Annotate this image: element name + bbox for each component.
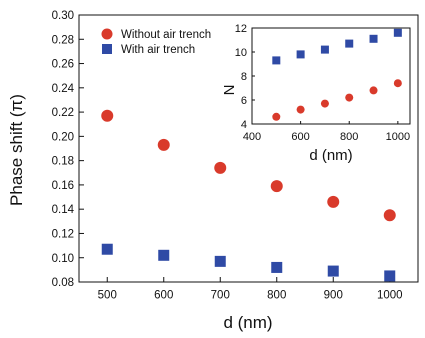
legend-marker-square — [102, 44, 112, 54]
inset-x-tick-label: 600 — [291, 131, 309, 143]
main-y-axis-label: Phase shift (π) — [7, 94, 26, 206]
inset-x-tick-label: 400 — [243, 131, 261, 143]
main-x-tick-label: 600 — [154, 290, 173, 302]
main-plot: 0.08 0.10 0.12 0.14 0.16 0.18 0.20 0.22 0.24 0.26… — [7, 10, 419, 332]
main-plot-frame — [78, 14, 419, 283]
inset-y-axis-label: N — [221, 85, 238, 96]
inset-y-tick-label: 8 — [241, 71, 247, 83]
main-series-1-point-3 — [271, 261, 283, 273]
inset-series-0-point-5 — [393, 28, 402, 37]
main-data-points — [101, 109, 396, 282]
inset-y-tick-label: 10 — [235, 47, 247, 59]
main-series-1-point-0 — [101, 243, 113, 255]
inset-plot-frame — [251, 27, 411, 125]
inset-x-tick-label: 1000 — [386, 131, 410, 143]
inset-series-1-point-2 — [320, 99, 329, 108]
main-x-axis-label: d (nm) — [223, 313, 272, 332]
main-y-tick-label: 0.08 — [52, 277, 74, 289]
main-y-tick-label: 0.30 — [52, 10, 74, 22]
main-series-1-point-4 — [327, 265, 339, 277]
main-y-ticks: 0.08 0.10 0.12 0.14 0.16 0.18 0.20 0.22 0.24 0.26… — [52, 10, 84, 289]
main-x-ticks: 500 600 700 800 900 1000 — [98, 277, 403, 302]
main-series-0-point-1 — [157, 138, 170, 151]
inset-series-1-point-5 — [393, 79, 402, 88]
main-series-0-point-5 — [383, 209, 396, 222]
inset-x-axis-label: d (nm) — [309, 147, 352, 164]
main-series-1-point-1 — [158, 249, 170, 261]
legend-marker-circle — [101, 28, 113, 40]
inset-series-1-point-1 — [296, 105, 305, 114]
inset-series-0-point-0 — [272, 56, 281, 65]
inset-series-1-point-3 — [345, 93, 354, 102]
legend: Without air trench With air trench — [101, 28, 211, 56]
main-y-tick-label: 0.14 — [52, 204, 75, 216]
main-y-tick-label: 0.18 — [52, 156, 74, 168]
main-y-tick-label: 0.22 — [52, 107, 74, 119]
legend-label-with-air-trench: With air trench — [121, 44, 195, 56]
legend-label-without-air-trench: Without air trench — [121, 29, 211, 41]
main-series-0-point-2 — [214, 161, 227, 174]
inset-y-tick-label: 6 — [241, 95, 247, 107]
inset-series-0-point-3 — [345, 39, 354, 48]
inset-series-0-point-4 — [369, 34, 378, 43]
inset-y-tick-label: 4 — [241, 119, 247, 131]
main-series-1-point-2 — [214, 255, 226, 267]
inset-data-points — [272, 28, 402, 121]
inset-x-ticks: 400 600 800 1000 — [243, 121, 410, 143]
main-y-tick-label: 0.10 — [52, 253, 74, 265]
main-series-0-point-3 — [270, 180, 283, 193]
main-y-tick-label: 0.20 — [52, 131, 74, 143]
main-y-tick-label: 0.28 — [52, 34, 74, 46]
inset-x-tick-label: 800 — [340, 131, 358, 143]
legend-item-with-air-trench: With air trench — [102, 44, 195, 56]
inset-y-ticks: 4 6 8 10 12 — [235, 23, 255, 131]
legend-item-without-air-trench: Without air trench — [101, 28, 211, 41]
main-y-tick-label: 0.24 — [52, 83, 75, 95]
inset-y-tick-label: 12 — [235, 23, 247, 35]
inset-series-0-point-1 — [296, 50, 305, 59]
main-x-tick-label: 1000 — [377, 290, 403, 302]
main-x-tick-label: 800 — [267, 290, 286, 302]
main-x-tick-label: 500 — [98, 290, 117, 302]
main-y-tick-label: 0.16 — [52, 180, 74, 192]
inset-plot: 4 6 8 10 12 400 600 800 1000 d (nm) N — [221, 23, 411, 164]
main-y-tick-label: 0.26 — [52, 59, 74, 71]
inset-series-1-point-4 — [369, 86, 378, 95]
main-series-0-point-4 — [327, 195, 340, 208]
main-x-tick-label: 900 — [324, 290, 343, 302]
main-y-tick-label: 0.12 — [52, 228, 74, 240]
main-series-0-point-0 — [101, 109, 114, 122]
inset-series-0-point-2 — [320, 45, 329, 54]
inset-series-1-point-0 — [272, 112, 281, 121]
main-x-tick-label: 700 — [211, 290, 230, 302]
main-series-1-point-5 — [384, 270, 396, 282]
